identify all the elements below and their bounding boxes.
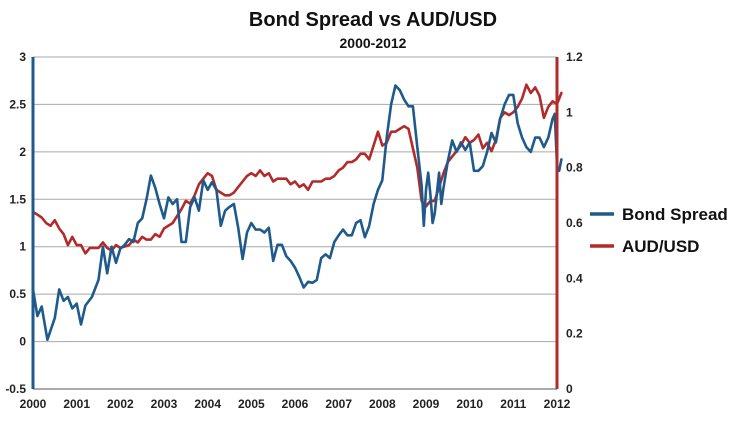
y-tick-label: 0 [19,335,26,349]
legend-label-aud-usd: AUD/USD [622,237,699,256]
axis-ticks: -0.5 0 0.5 1 1.5 2 2.5 3 0 0.2 0.4 0.6 0.8 1 1.2 2000 20… [5,50,583,411]
x-tick-label: 2008 [369,397,396,411]
y-tick-label: -0.5 [5,382,26,396]
y-right-tick-label: 0.6 [566,216,583,230]
axes [31,57,559,390]
y-right-tick-label: 1.2 [566,50,583,64]
x-tick-label: 2004 [194,397,221,411]
x-tick-label: 2000 [20,397,47,411]
x-tick-label: 2011 [500,397,526,411]
x-tick-label: 2007 [325,397,352,411]
legend: Bond Spread AUD/USD [590,205,728,256]
legend-label-bond-spread: Bond Spread [622,205,728,224]
x-tick-label: 2001 [63,397,90,411]
chart-subtitle: 2000-2012 [340,35,407,51]
x-tick-label: 2005 [238,397,265,411]
plot-area [31,83,563,341]
y-tick-label: 1 [19,240,26,254]
y-right-tick-label: 1 [566,105,573,119]
series-line-bond-spread [31,84,563,341]
x-tick-label: 2009 [413,397,440,411]
y-tick-label: 2 [19,145,26,159]
x-tick-label: 2003 [151,397,178,411]
y-right-tick-label: 0.2 [566,327,583,341]
y-right-tick-label: 0.4 [566,271,583,285]
x-tick-label: 2002 [107,397,134,411]
x-tick-label: 2010 [456,397,483,411]
y-right-tick-label: 0.8 [566,161,583,175]
y-tick-label: 1.5 [9,192,26,206]
y-tick-label: 0.5 [9,287,26,301]
x-tick-label: 2006 [282,397,309,411]
y-tick-label: 3 [19,50,26,64]
gridlines [33,56,557,390]
chart-title: Bond Spread vs AUD/USD [249,9,497,31]
series-line-aud-usd [31,83,563,255]
x-tick-label: 2012 [544,397,571,411]
y-right-tick-label: 0 [566,382,573,396]
y-tick-label: 2.5 [9,97,26,111]
